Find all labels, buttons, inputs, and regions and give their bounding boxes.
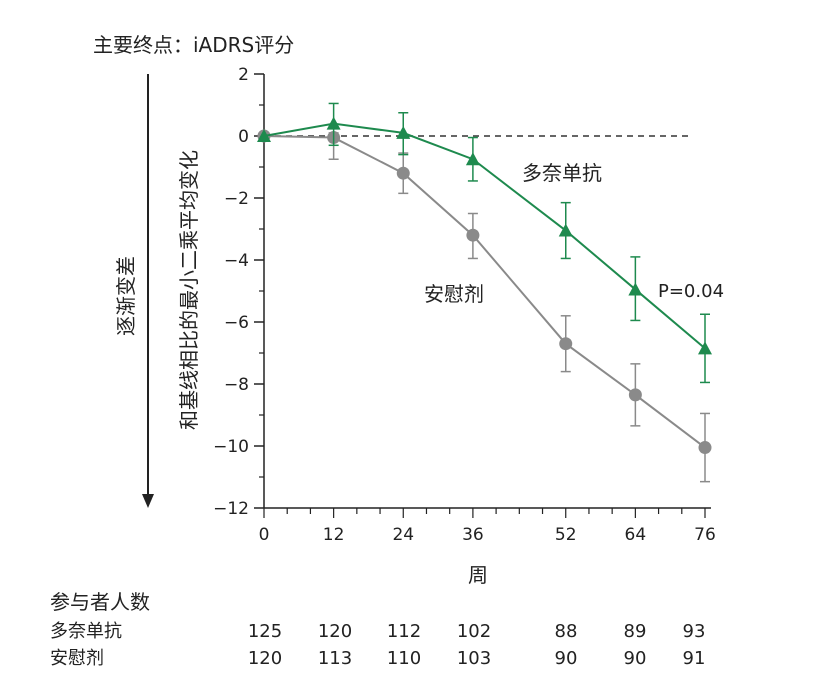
y-tick-label: −6 [224,313,249,333]
participants-cell: 93 [683,621,706,642]
y-axis-title: 和基线相比的最小二乘平均变化 [177,150,201,430]
y-tick-label: −12 [213,499,249,519]
axes: 2 0 −2 −4 −6 −8 −10 −12 0 12 24 36 52 64 76 [213,65,716,545]
data-point [326,116,341,130]
y-tick-label: 2 [238,65,249,85]
participants-cell: 110 [387,648,421,669]
series-label-placebo: 安慰剂 [424,282,484,306]
y-tick-label: 0 [238,127,249,147]
x-tick-label: 36 [462,525,484,545]
data-point [698,441,712,455]
data-point [396,166,410,180]
p-value-annotation: P=0.04 [658,281,724,302]
participants-cell: 120 [248,648,282,669]
data-point [628,282,643,296]
participants-cell: 90 [624,648,647,669]
x-tick-label: 64 [625,525,647,545]
worse-arrow-head [142,494,154,508]
y-tick-label: −10 [213,437,249,457]
participants-title: 参与者人数 [50,590,150,614]
data-point [698,341,712,355]
series-placebo [257,129,712,483]
x-tick-label: 52 [555,525,577,545]
participants-cell: 103 [457,648,491,669]
participants-cell: 113 [318,648,352,669]
series-line [263,122,706,350]
series-donanemab [257,102,712,384]
participants-cell: 112 [387,621,421,642]
y-tick-label: −4 [224,251,249,271]
data-point [257,129,271,142]
data-point [396,125,411,139]
page-title: 主要终点：iADRS评分 [93,33,294,57]
y-tick-label: −2 [224,189,249,209]
participants-row-label-placebo: 安慰剂 [50,648,104,669]
x-tick-label: 24 [392,525,414,545]
participants-values: 125 120 112 102 88 89 93 120 113 110 103 90 90 91 [248,621,706,669]
participants-cell: 90 [555,648,578,669]
x-tick-label: 0 [259,525,270,545]
series-label-donanemab: 多奈单抗 [522,161,602,185]
data-point [558,223,573,237]
data-point [559,337,573,351]
participants-cell: 102 [457,621,491,642]
x-tick-label: 76 [694,525,716,545]
data-point [465,152,480,166]
data-point [628,388,642,402]
participants-cell: 120 [318,621,352,642]
data-point [466,228,480,242]
participants-cell: 91 [683,648,706,669]
participants-cell: 88 [555,621,578,642]
y-tick-label: −8 [224,375,249,395]
x-tick-label: 12 [323,525,345,545]
x-axis-title: 周 [468,563,488,587]
participants-cell: 89 [624,621,647,642]
participants-cell: 125 [248,621,282,642]
participants-row-label-donanemab: 多奈单抗 [50,621,122,642]
plot-area [257,102,712,483]
worse-label: 逐渐变差 [114,256,138,336]
